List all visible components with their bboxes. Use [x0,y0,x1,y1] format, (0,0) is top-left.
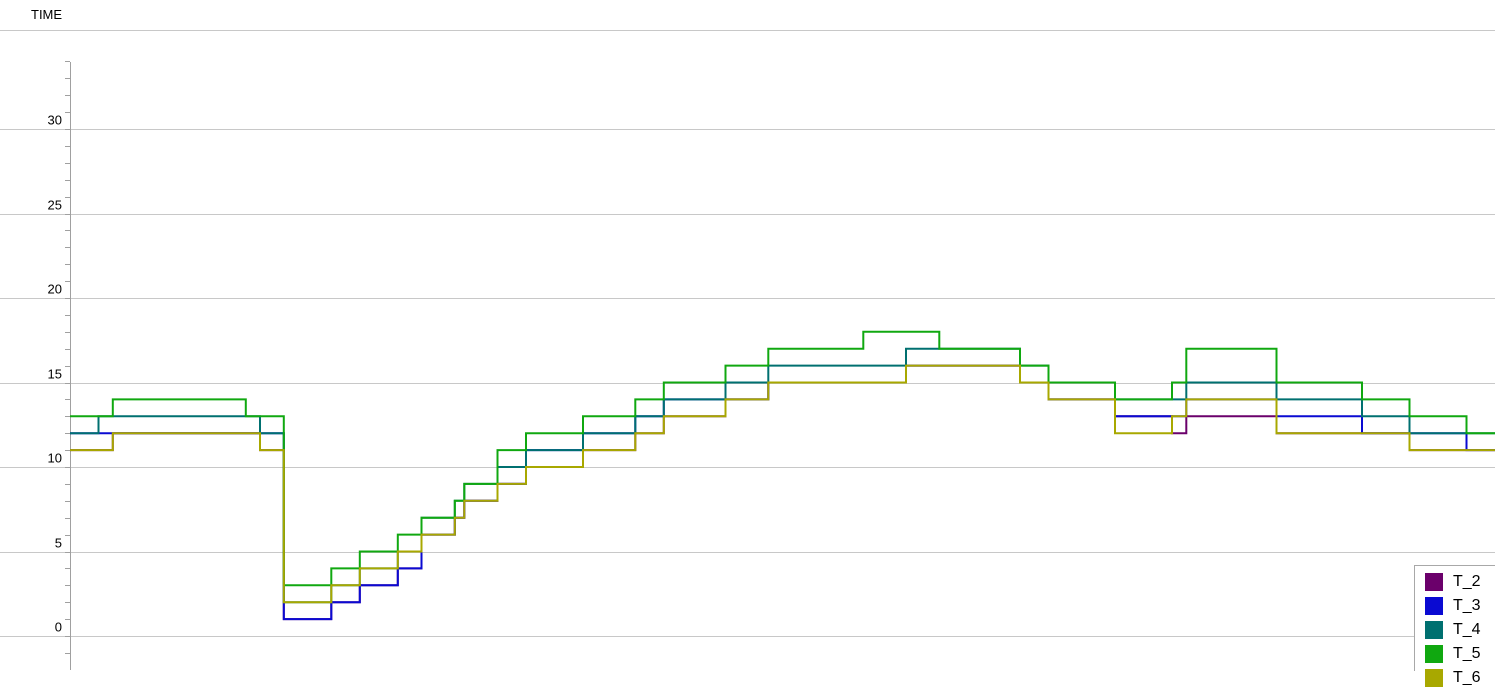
legend-swatch [1425,645,1443,663]
grid-lines [0,30,1495,637]
series-lines [70,330,1495,621]
y-tick-label: 30 [48,113,62,128]
legend-swatch [1425,597,1443,615]
y-tick-label: 5 [55,536,62,551]
legend-label: T_3 [1453,597,1481,614]
y-tick-label: 25 [48,198,62,213]
y-tick-label: 20 [48,282,62,297]
series-line-t-5 [70,330,1495,587]
legend-label: T_2 [1453,573,1481,590]
legend-label: T_4 [1453,621,1481,638]
legend-item: T_5 [1425,644,1481,664]
legend-label: T_6 [1453,669,1481,686]
y-axis: 0 5 10 15 20 25 30 [48,61,71,670]
legend-swatch [1425,669,1443,687]
legend-item: T_4 [1425,620,1481,640]
legend-label: T_5 [1453,645,1481,662]
y-tick-label: 10 [48,451,62,466]
legend-item: T_3 [1425,596,1481,616]
chart-area: 0 5 10 15 20 25 30 [0,30,1495,670]
y-tick-label: 15 [48,367,62,382]
series-line-t-6 [70,364,1495,604]
legend-item: T_6 [1425,668,1481,688]
legend-swatch [1425,573,1443,591]
y-axis-title: TIME [31,7,63,22]
legend-item: T_2 [1425,572,1481,592]
y-tick-label: 0 [55,620,62,635]
legend-swatch [1425,621,1443,639]
legend: T_2 T_3 T_4 T_5 T_6 [1414,565,1495,687]
